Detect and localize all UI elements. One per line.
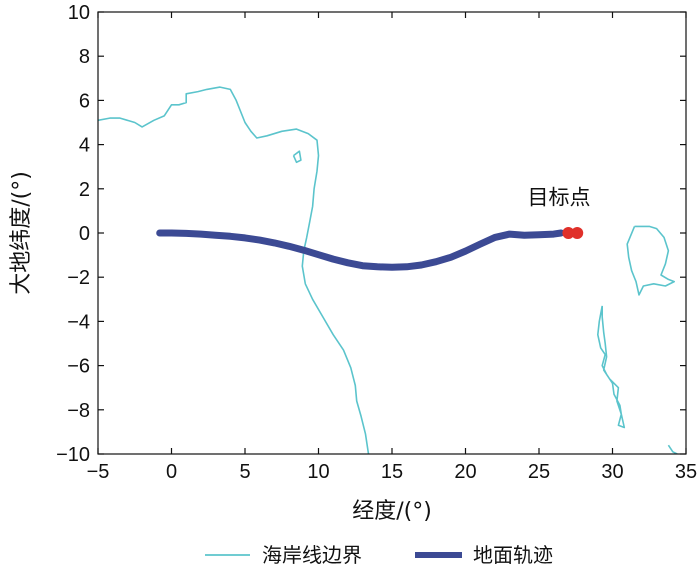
legend-label-ground-track: 地面轨迹 <box>473 543 553 567</box>
y-tick-label: 10 <box>68 2 90 24</box>
coastline-segment-4 <box>667 444 678 454</box>
y-tick-label: −6 <box>67 356 90 378</box>
x-tick-label: 5 <box>239 461 250 483</box>
legend-label-coastline: 海岸线边界 <box>262 543 362 567</box>
y-tick-label: −8 <box>67 400 90 422</box>
y-tick-label: 0 <box>79 223 90 245</box>
y-tick-label: 6 <box>79 90 90 112</box>
y-tick-label: 8 <box>79 46 90 68</box>
coastline-segment-2 <box>626 225 676 296</box>
y-tick-label: −10 <box>56 444 90 466</box>
y-tick-label: −2 <box>67 267 90 289</box>
coastline-segment-1 <box>292 150 302 164</box>
x-tick-label: 35 <box>675 461 697 483</box>
y-tick-label: 4 <box>79 135 90 157</box>
x-axis-title: 经度/(°) <box>352 499 432 524</box>
coastline-segment-3 <box>596 305 626 429</box>
x-tick-label: 10 <box>307 461 329 483</box>
x-tick-label: −5 <box>87 461 110 483</box>
x-tick-label: 30 <box>601 461 623 483</box>
y-tick-label: −4 <box>67 311 90 333</box>
target-point-1 <box>571 227 584 239</box>
y-tick-label: 2 <box>79 179 90 201</box>
legend: 海岸线边界 地面轨迹 <box>205 543 553 567</box>
y-axis-title: 大地纬度/(°) <box>9 171 34 295</box>
x-tick-label: 20 <box>454 461 476 483</box>
plot-area <box>98 86 678 454</box>
x-tick-label: 25 <box>528 461 550 483</box>
coastline-segment-0 <box>98 86 370 454</box>
x-tick-label: 15 <box>381 461 403 483</box>
ground-track-line <box>156 229 565 271</box>
plot-content <box>98 86 678 454</box>
x-tick-label: 0 <box>166 461 177 483</box>
target-annotation: 目标点 <box>527 185 590 209</box>
target-point-0 <box>562 227 575 239</box>
